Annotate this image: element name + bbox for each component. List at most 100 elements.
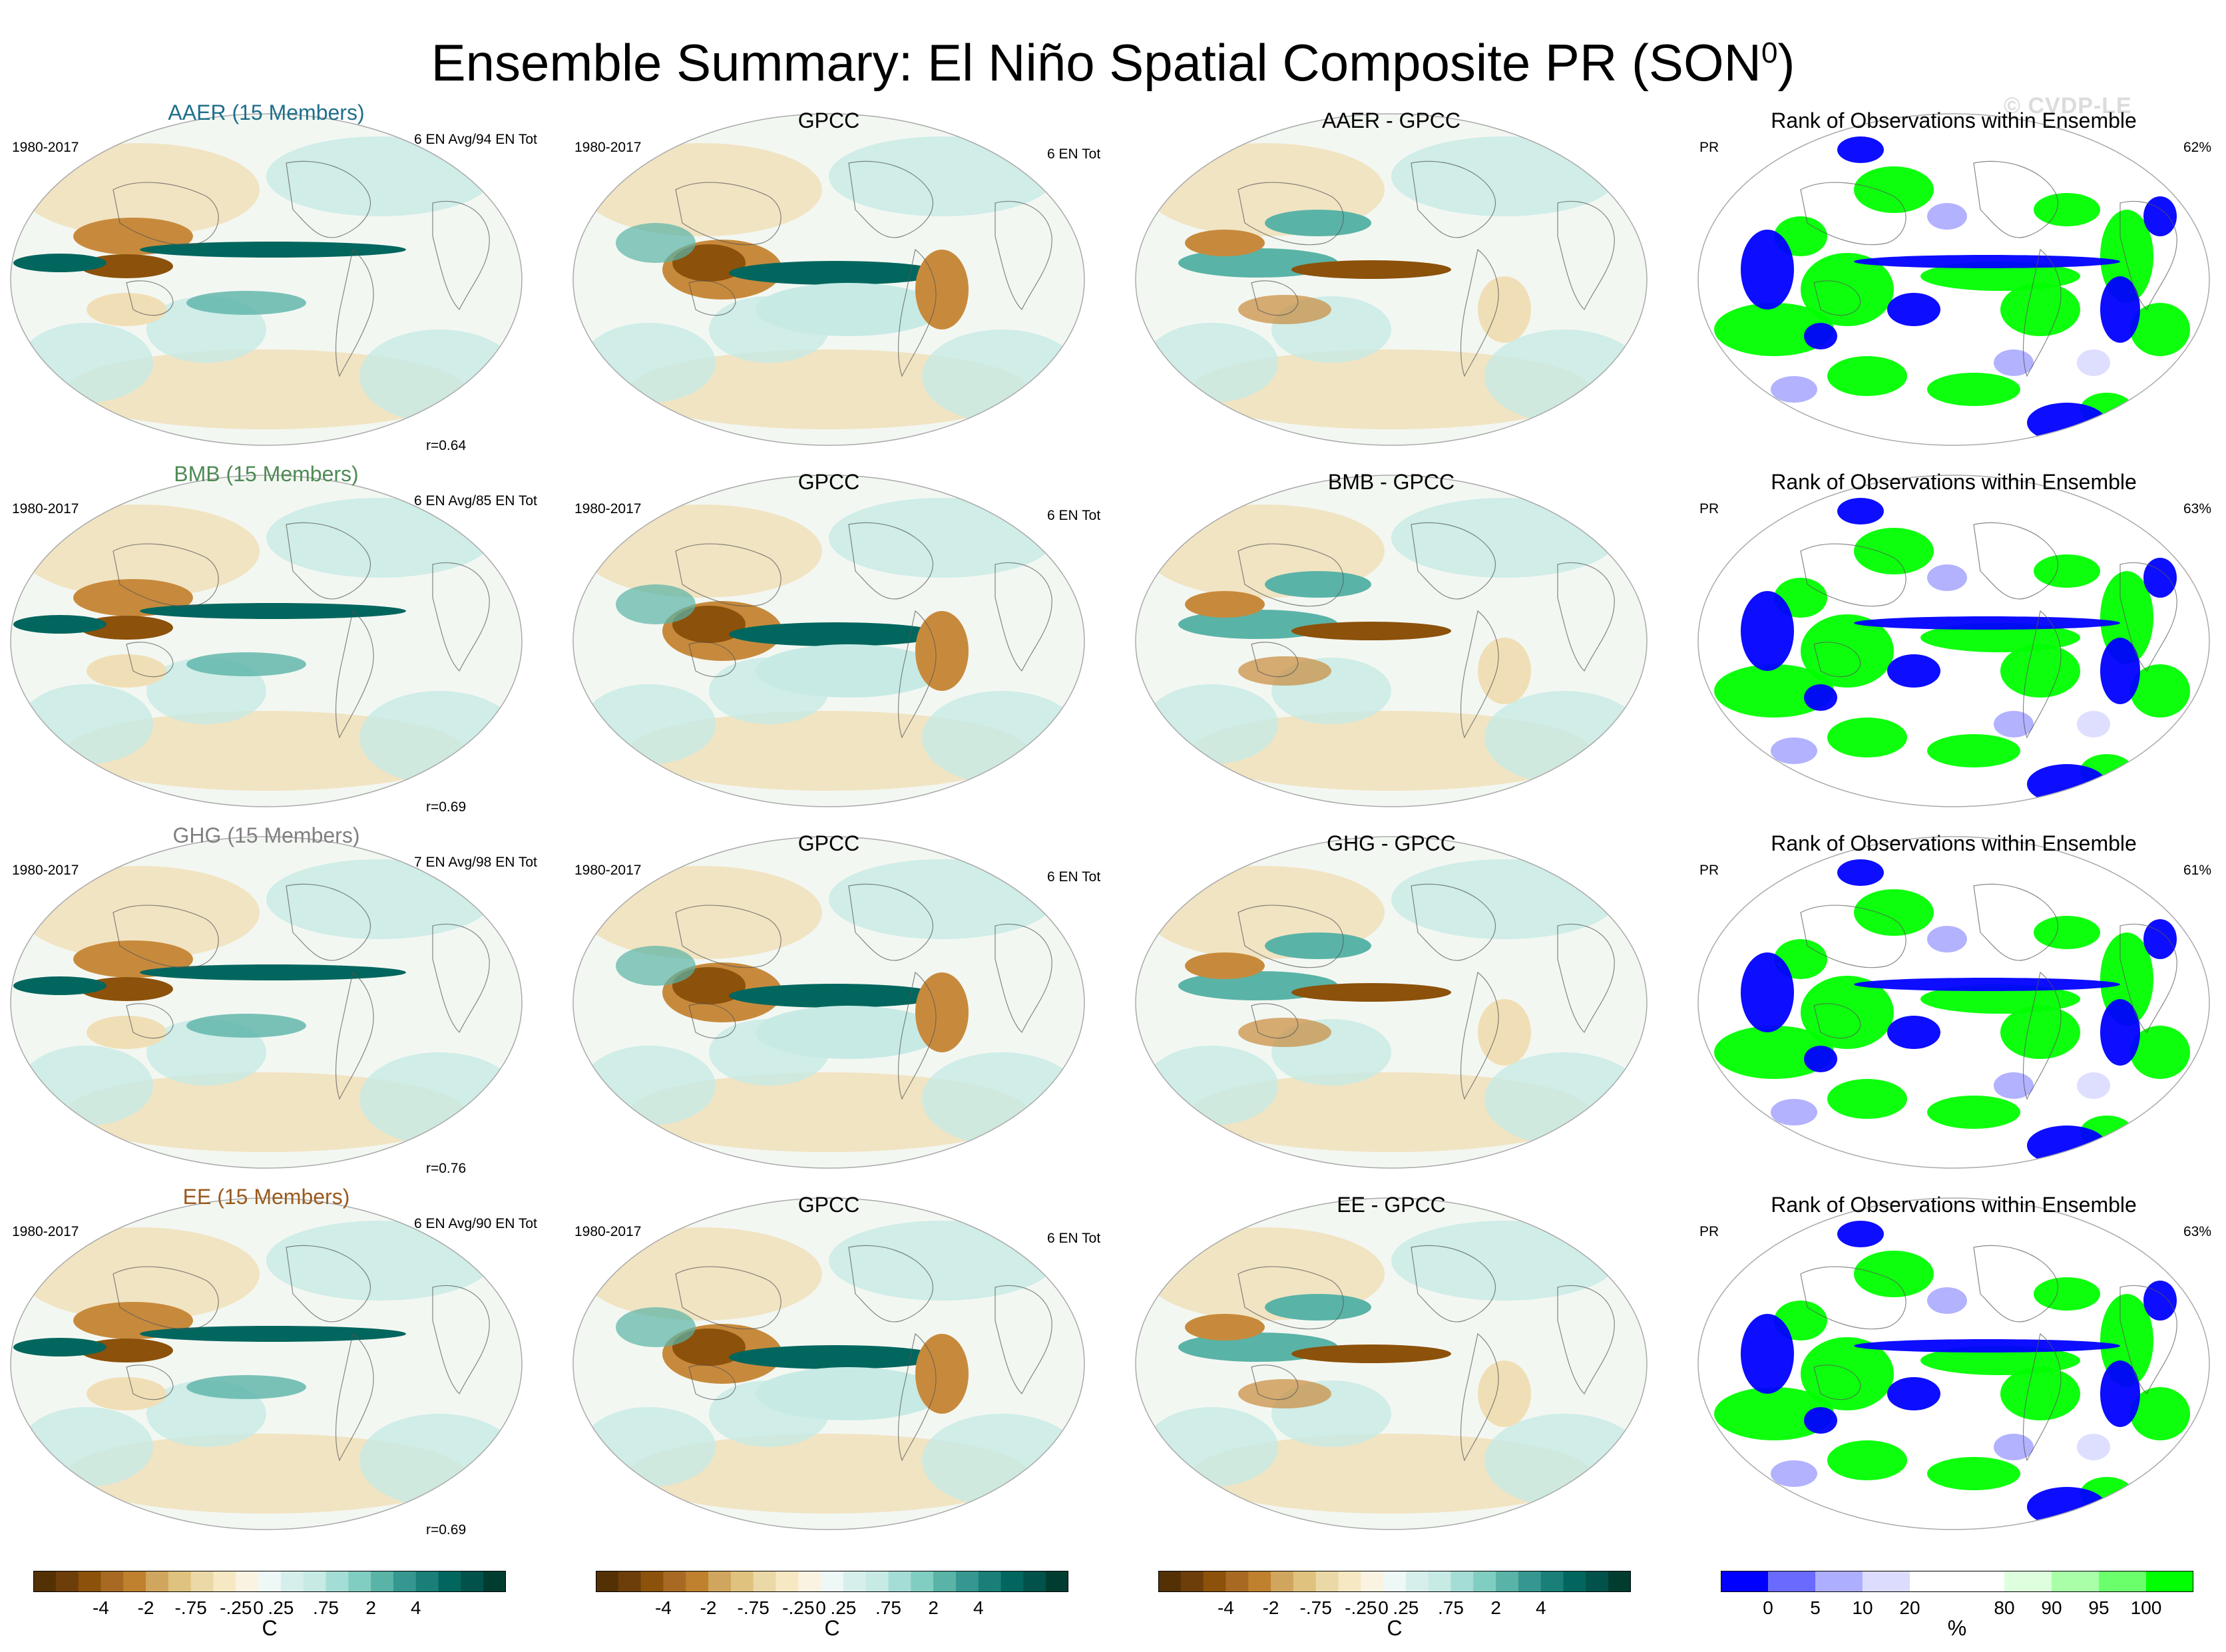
map-shape: [1887, 654, 1940, 688]
colorbar-tick-label: 0: [815, 1597, 826, 1618]
colorbar-swatch: [438, 1571, 461, 1592]
colorbar-swatch: [146, 1571, 169, 1592]
map-shape: [432, 200, 490, 311]
map-shape: [335, 971, 374, 1100]
map-shape: [2143, 558, 2177, 598]
colorbar-swatch: [708, 1571, 732, 1592]
map-shape: [616, 223, 696, 263]
map-shape: [2130, 1026, 2190, 1079]
colorbar-unit: C: [1387, 1616, 1403, 1640]
map-shape: [112, 182, 219, 246]
map-shape: [2027, 403, 2107, 443]
map-shape: [2100, 1360, 2140, 1427]
map-shape: [1804, 684, 1837, 711]
map-border: [10, 1197, 523, 1530]
obs-event-count: 6 EN Tot: [1047, 146, 1101, 162]
colorbar-swatch: [798, 1571, 821, 1592]
colorbar-tick-label: -.25: [220, 1597, 252, 1618]
map-shape: [1741, 591, 1794, 671]
colorbar-tick-label: 20: [1899, 1597, 1920, 1618]
map-shape: [2100, 999, 2140, 1066]
map-shape: [87, 1016, 166, 1049]
map-border: [572, 475, 1085, 807]
colorbar-tick-label: -2: [1262, 1597, 1279, 1618]
colorbar-tick-label: -.75: [1299, 1597, 1332, 1618]
map-shape: [1771, 1460, 1817, 1487]
map-shape: [1927, 926, 1967, 952]
obs-map-2: [572, 836, 1085, 1169]
colorbar-swatch: [1023, 1571, 1046, 1592]
diff-map-0: [1135, 113, 1648, 446]
colorbar-swatch: [1540, 1571, 1564, 1592]
pattern-correlation: r=0.69: [426, 799, 467, 815]
colorbar-tick-label: .75: [1438, 1597, 1464, 1618]
map-shape: [1478, 1360, 1531, 1427]
map-shape: [829, 859, 1055, 939]
colorbar-swatch: [1225, 1571, 1249, 1592]
colorbar-swatch: [461, 1571, 484, 1592]
map-shape: [2027, 1126, 2107, 1165]
rank-variable: PR: [1699, 863, 1719, 878]
map-shape: [1238, 1018, 1331, 1047]
map-shape: [359, 691, 519, 784]
colorbar-swatch: [1957, 1571, 2005, 1592]
colorbar-swatch: [776, 1571, 799, 1592]
map-shape: [1927, 734, 2020, 767]
map-shape: [1136, 114, 1647, 445]
colorbar-swatch: [1563, 1571, 1586, 1592]
map-border: [1135, 836, 1648, 1169]
map-shape: [675, 182, 781, 246]
map-shape: [1460, 971, 1499, 1100]
colorbar-tick-label: 10: [1852, 1597, 1873, 1618]
diff-title: BMB - GPCC: [1327, 470, 1455, 494]
map-shape: [1265, 932, 1371, 959]
map-shape: [1973, 160, 2058, 238]
colorbar-swatch: [2004, 1571, 2052, 1592]
map-shape: [266, 498, 493, 578]
map-shape: [335, 1333, 374, 1462]
map-shape: [688, 280, 736, 316]
map-shape: [1411, 883, 1496, 961]
map-shape: [1251, 1364, 1299, 1400]
map-shape: [335, 248, 374, 377]
map-shape: [186, 291, 306, 315]
period-label: 1980-2017: [12, 863, 79, 878]
map-shape: [112, 905, 219, 968]
rank-title: Rank of Observations within Ensemble: [1771, 1193, 2137, 1217]
map-border: [1135, 475, 1648, 807]
map-shape: [1804, 1407, 1837, 1434]
diff-panel-0: [1132, 110, 1651, 449]
map-shape: [672, 967, 746, 1004]
map-shape: [2000, 1006, 2080, 1059]
map-shape: [1813, 1364, 1861, 1400]
colorbar-tick-label: 2: [1490, 1597, 1501, 1618]
map-shape: [112, 543, 219, 607]
model-panel-0: [7, 110, 526, 449]
map-shape: [286, 522, 371, 600]
model-map-3: [10, 1197, 523, 1530]
map-shape: [2027, 1487, 2107, 1527]
obs-title: GPCC: [797, 470, 860, 494]
obs-panel-3: [569, 1194, 1088, 1534]
colorbar-swatch: [843, 1571, 867, 1592]
colorbar-tick-label: 5: [1810, 1597, 1821, 1618]
map-shape: [1771, 376, 1817, 403]
rank-map-0: [1697, 113, 2210, 446]
map-shape: [756, 644, 942, 698]
colorbar-swatch: [33, 1571, 57, 1592]
map-shape: [573, 475, 1084, 807]
map-shape: [1887, 1377, 1940, 1410]
map-border: [1697, 836, 2210, 1169]
colorbar-swatch: [280, 1571, 304, 1592]
model-map-1: [10, 475, 523, 807]
map-shape: [922, 1414, 1082, 1507]
colorbar-swatch: [1815, 1571, 1863, 1592]
map-shape: [582, 684, 716, 764]
map-shape: [675, 905, 781, 968]
map-shape: [186, 1375, 306, 1399]
obs-event-count: 6 EN Tot: [1047, 1231, 1101, 1246]
obs-panel-1: [569, 471, 1088, 811]
colorbar-swatch: [1405, 1571, 1429, 1592]
colorbar-swatch: [753, 1571, 776, 1592]
rank-panel-3: [1694, 1194, 2213, 1534]
